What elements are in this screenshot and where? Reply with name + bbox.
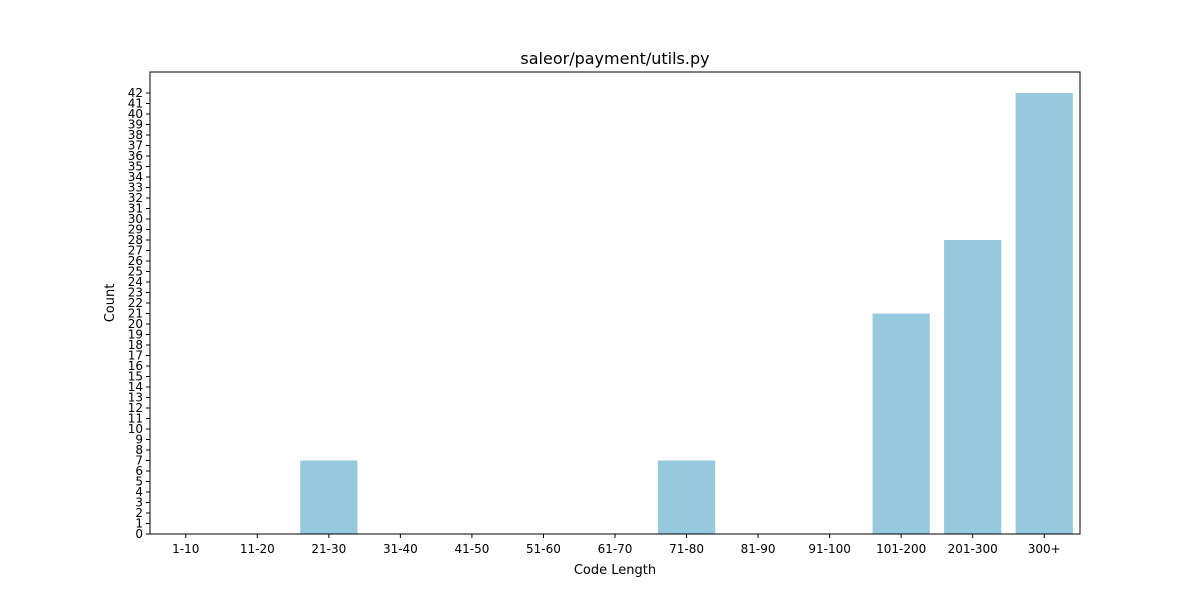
y-tick-label: 13 [128,391,143,405]
x-tick-label: 1-10 [172,542,199,556]
y-tick-label: 36 [128,149,143,163]
x-tick-label: 41-50 [454,542,489,556]
y-tick-label: 30 [128,212,143,226]
y-tick-label: 35 [128,160,143,174]
y-tick-label: 16 [128,359,143,373]
bars-group [300,93,1073,534]
y-tick-label: 8 [135,443,143,457]
x-tick-label: 31-40 [383,542,418,556]
y-tick-label: 18 [128,338,143,352]
x-tick-label: 101-200 [876,542,926,556]
y-tick-label: 33 [128,181,143,195]
y-tick-label: 40 [128,107,143,121]
y-tick-label: 29 [128,223,143,237]
y-tick-label: 28 [128,233,143,247]
y-tick-label: 32 [128,191,143,205]
y-tick-label: 26 [128,254,143,268]
x-tick-label: 11-20 [240,542,275,556]
y-tick-label: 42 [128,86,143,100]
y-tick-label: 22 [128,296,143,310]
y-tick-label: 38 [128,128,143,142]
y-tick-label: 20 [128,317,143,331]
y-tick-label: 41 [128,97,143,111]
y-tick-label: 10 [128,422,143,436]
y-tick-label: 14 [128,380,143,394]
bar-71-80 [657,460,716,534]
y-tick-label: 9 [135,433,143,447]
x-tick-label: 71-80 [669,542,704,556]
x-tick-label: 61-70 [598,542,633,556]
y-tick-label: 23 [128,286,143,300]
y-tick-label: 7 [135,454,143,468]
y-tick-label: 3 [135,496,143,510]
x-tick-label: 91-100 [808,542,851,556]
y-tick-label: 37 [128,139,143,153]
y-tick-label: 6 [135,464,143,478]
x-axis-ticks: 1-10 11-20 21-30 31-40 41-50 51-60 61-70 71-80 8… [172,534,1061,556]
y-tick-label: 31 [128,202,143,216]
x-axis-label: Code Length [574,563,656,578]
y-tick-label: 25 [128,265,143,279]
x-tick-label: 51-60 [526,542,561,556]
y-tick-label: 11 [128,412,143,426]
x-tick-label: 201-300 [948,542,998,556]
y-tick-label: 27 [128,244,143,258]
y-tick-label: 0 [135,527,143,541]
y-tick-label: 24 [128,275,143,289]
y-tick-label: 2 [135,506,143,520]
plot-frame [149,71,1081,535]
y-axis-ticks: 0123456789101112131415161718192021222324… [128,86,150,541]
y-tick-label: 17 [128,349,143,363]
y-tick-label: 1 [135,517,143,531]
y-tick-label: 19 [128,328,143,342]
bar-300+ [1015,93,1073,534]
x-tick-label: 300+ [1028,542,1061,556]
bar-201-300 [944,240,1002,534]
y-tick-label: 34 [128,170,143,184]
y-axis-label: Count [103,284,118,323]
x-tick-label: 81-90 [741,542,776,556]
chart-title: saleor/payment/utils.py [520,49,709,68]
y-tick-label: 12 [128,401,143,415]
bar-21-30 [300,460,358,534]
y-tick-label: 15 [128,370,143,384]
y-tick-label: 21 [128,307,143,321]
y-tick-label: 4 [135,485,143,499]
bar-101-200 [872,313,930,534]
y-tick-label: 5 [135,475,143,489]
x-tick-label: 21-30 [311,542,346,556]
y-tick-label: 39 [128,118,143,132]
